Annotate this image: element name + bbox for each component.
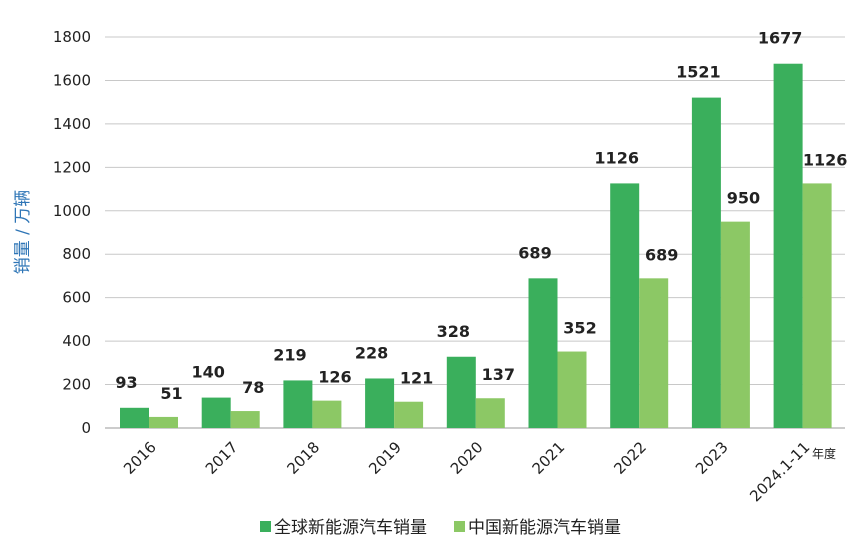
- x-axis-label: 年度: [812, 446, 836, 461]
- data-label: 1126: [803, 150, 848, 169]
- y-tick-label: 600: [62, 289, 91, 307]
- legend-swatch-china: [454, 521, 465, 532]
- bar-china: [230, 411, 260, 428]
- bar-global: [773, 63, 803, 429]
- bar-global: [691, 97, 721, 428]
- data-label: 126: [318, 368, 351, 387]
- data-label: 1126: [594, 148, 639, 167]
- y-tick-label: 1600: [53, 71, 91, 89]
- bars: [120, 63, 832, 429]
- data-label: 228: [355, 343, 388, 362]
- data-label: 352: [563, 319, 596, 338]
- data-label: 78: [242, 378, 264, 397]
- x-tick-label: 2018: [283, 438, 323, 478]
- data-label: 93: [115, 373, 137, 392]
- x-tick-label: 2019: [365, 438, 405, 478]
- legend-label-china: 中国新能源汽车销量: [468, 518, 621, 538]
- legend-swatch-global: [260, 521, 271, 532]
- bar-china: [720, 221, 750, 428]
- data-label: 1677: [758, 29, 803, 48]
- data-label: 137: [482, 365, 515, 384]
- bar-global: [120, 407, 149, 428]
- bar-china: [475, 398, 505, 428]
- bar-china: [639, 278, 669, 428]
- bar-china: [149, 416, 178, 428]
- y-tick-label: 1000: [53, 202, 91, 220]
- legend: 全球新能源汽车销量 中国新能源汽车销量: [260, 518, 621, 538]
- x-axis-ticks: 2016 2017 2018 2019 2020 2021 2022 2023 2024.1-1…: [120, 438, 813, 505]
- y-tick-label: 0: [81, 419, 91, 437]
- y-tick-label: 800: [62, 245, 91, 263]
- bar-china: [394, 401, 424, 428]
- y-tick-label: 1800: [53, 28, 91, 46]
- bar-global: [283, 380, 313, 428]
- x-tick-label: 2022: [610, 438, 650, 478]
- data-label: 51: [160, 384, 182, 403]
- bar-global: [446, 356, 476, 428]
- data-label: 689: [518, 243, 551, 262]
- y-tick-label: 1200: [53, 158, 91, 176]
- x-tick-label: 2021: [529, 438, 569, 478]
- gridlines: [105, 36, 845, 429]
- bar-china: [312, 400, 342, 428]
- bar-china: [557, 351, 587, 428]
- x-tick-label: 2016: [120, 438, 160, 478]
- bar-global: [365, 378, 395, 428]
- y-tick-label: 1400: [53, 115, 91, 133]
- data-label: 689: [645, 245, 678, 264]
- x-tick-label: 2024.1-11: [746, 438, 813, 505]
- bar-china: [802, 183, 832, 428]
- data-label: 328: [437, 322, 470, 341]
- x-tick-label: 2017: [202, 438, 242, 478]
- data-label: 950: [727, 189, 760, 208]
- y-tick-label: 400: [62, 332, 91, 350]
- data-label: 140: [191, 363, 224, 382]
- y-axis-ticks: 0 200 400 600 800 1000 1200 1400 1600 1800: [53, 28, 91, 437]
- bar-global: [610, 183, 640, 428]
- data-label: 1521: [676, 63, 721, 82]
- bar-global: [528, 278, 558, 428]
- bar-global: [201, 397, 231, 428]
- y-axis-label: 销量 / 万辆: [13, 190, 33, 275]
- x-tick-label: 2020: [447, 438, 487, 478]
- x-tick-label: 2023: [692, 438, 732, 478]
- y-tick-label: 200: [62, 376, 91, 394]
- data-label: 121: [400, 369, 433, 388]
- legend-label-global: 全球新能源汽车销量: [274, 518, 427, 538]
- data-label: 219: [273, 345, 306, 364]
